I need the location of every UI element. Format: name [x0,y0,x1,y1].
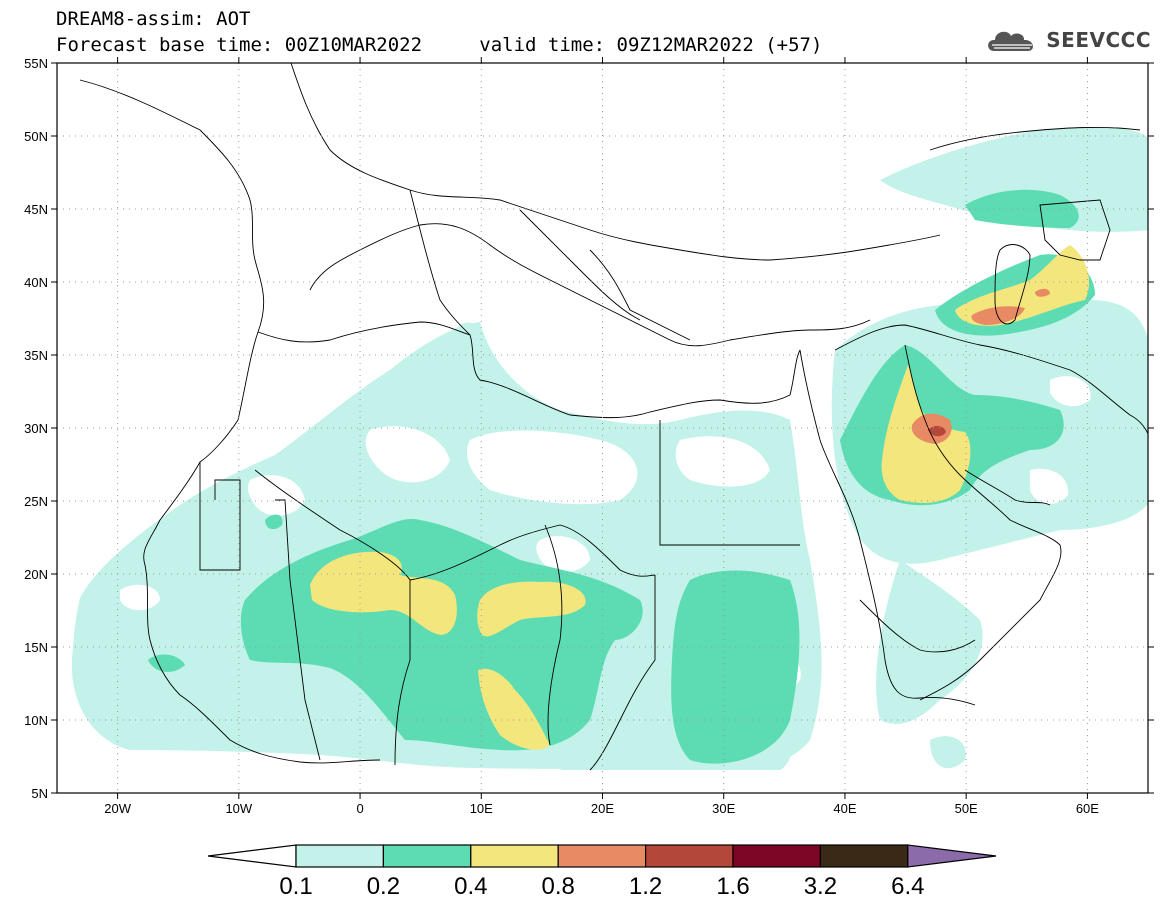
lat-label: 40N [24,275,48,290]
lat-label: 10N [24,713,48,728]
colorbar-label: 6.4 [891,873,924,900]
chart-title: DREAM8-assim: AOT [56,8,251,30]
colorbar-label: 0.4 [454,873,487,900]
axis-ticks: 55N 50N 45N 40N 35N 30N 25N 20N 15N 10N 5N 20W 10W 0 1… [24,56,1154,816]
lat-label: 15N [24,640,48,655]
colorbar: 0.1 0.2 0.4 0.8 1.2 1.6 3.2 6.4 [207,844,997,900]
lat-label: 35N [24,348,48,363]
lon-label: 20W [104,801,131,816]
colorbar-label: 0.2 [367,873,400,900]
lon-label: 20E [591,801,614,816]
lon-label: 10E [470,801,493,816]
lon-label: 0 [356,801,363,816]
seevccc-logo: SEEVCCC [984,24,1151,56]
lat-label: 5N [31,786,48,801]
aot-level-1.2 [928,426,946,437]
aot-level-0.4 [310,245,1090,750]
lat-label: 50N [24,129,48,144]
lon-label: 60E [1076,801,1099,816]
colorbar-under-triangle [207,844,297,868]
colorbar-label: 0.8 [542,873,575,900]
lon-label: 40E [833,801,856,816]
valid-time: valid time: 09Z12MAR2022 (+57) [479,34,823,56]
lat-label: 25N [24,494,48,509]
colorbar-label: 3.2 [804,873,837,900]
lon-label: 50E [955,801,978,816]
time-line: Forecast base time: 00Z10MAR2022 valid t… [56,35,822,55]
colorbar-swatch [295,844,385,868]
base-time: Forecast base time: 00Z10MAR2022 [56,34,423,56]
colorbar-label: 1.2 [629,873,662,900]
colorbar-swatch [644,844,734,868]
colorbar-label: 1.6 [716,873,749,900]
lon-label: 10W [225,801,252,816]
colorbar-label: 0.1 [279,873,312,900]
colorbar-swatch [819,844,909,868]
cloud-icon [988,31,1034,51]
lat-label: 45N [24,202,48,217]
colorbar-swatch [732,844,822,868]
colorbar-swatch [557,844,647,868]
colorbar-over-triangle [907,844,997,868]
colorbar-swatch [382,844,472,868]
lat-label: 30N [24,421,48,436]
lon-label: 30E [712,801,735,816]
lat-label: 20N [24,567,48,582]
colorbar-swatch [470,844,559,868]
aot-field [71,127,1148,770]
coastlines-borders [79,63,1148,771]
logo-text: SEEVCCC [1046,28,1151,52]
lat-label: 55N [24,56,48,71]
